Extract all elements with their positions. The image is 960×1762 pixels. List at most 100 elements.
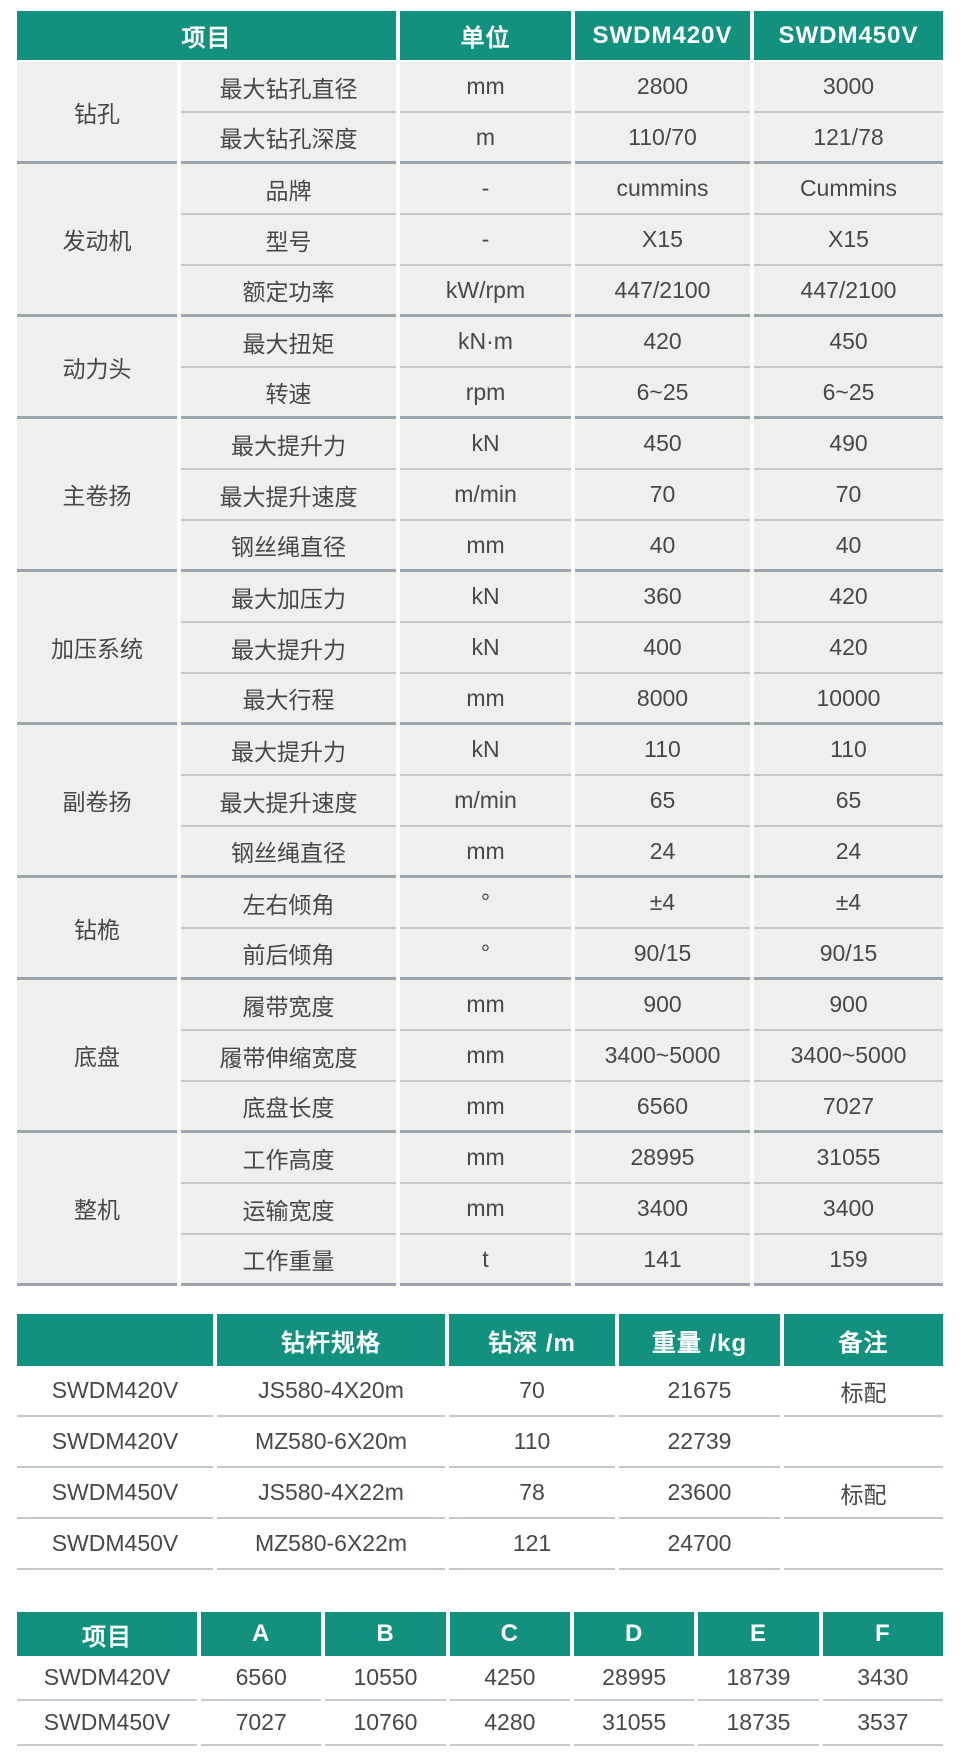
- spec-cell-value-450v: ±4: [754, 878, 943, 929]
- rod-attachment-table: 钻杆规格 钻深 /m 重量 /kg 备注 SWDM420V JS580-4X20m 70 21…: [17, 1314, 943, 1570]
- dim-cell-f: 3430: [822, 1656, 943, 1701]
- spec-cell-value-450v: X15: [754, 215, 943, 266]
- spec-cell-unit: mm: [400, 1184, 571, 1235]
- spec-cell-value-450v: Cummins: [754, 164, 943, 215]
- rod-cell-depth: 110: [449, 1417, 615, 1468]
- spec-cell-value-450v: 10000: [754, 674, 943, 725]
- dim-cell-a: 6560: [201, 1656, 322, 1701]
- dimensions-table: 项目 A B C D E F SWDM420V 6560 10550 4250 28995 18739 3…: [17, 1612, 943, 1746]
- spec-cell-value-420v: 28995: [575, 1133, 750, 1184]
- spec-cell-item: 最大扭矩: [181, 317, 396, 368]
- spec-cell-unit: mm: [400, 1133, 571, 1184]
- spec-cell-value-450v: 490: [754, 419, 943, 470]
- rod-cell-model: SWDM450V: [17, 1468, 213, 1519]
- spec-cell-value-450v: 3400: [754, 1184, 943, 1235]
- spec-cell-value-450v: 420: [754, 623, 943, 674]
- dim-header-d: D: [574, 1612, 695, 1656]
- rod-cell-model: SWDM420V: [17, 1366, 213, 1417]
- spec-cell-value-420v: 2800: [575, 62, 750, 113]
- spec-cell-item: 左右倾角: [181, 878, 396, 929]
- rod-cell-spec: MZ580-6X20m: [217, 1417, 445, 1468]
- rod-cell-model: SWDM420V: [17, 1417, 213, 1468]
- spec-cell-unit: mm: [400, 1031, 571, 1082]
- dim-cell-e: 18735: [698, 1701, 819, 1746]
- spec-cell-value-420v: 3400~5000: [575, 1031, 750, 1082]
- spec-cell-item: 底盘长度: [181, 1082, 396, 1133]
- dim-cell-d: 31055: [574, 1701, 695, 1746]
- spec-cell-value-420v: 6560: [575, 1082, 750, 1133]
- rod-header-spec: 钻杆规格: [217, 1314, 445, 1366]
- spec-group-label: 发动机: [17, 164, 177, 317]
- spec-cell-unit: m/min: [400, 776, 571, 827]
- rod-cell-depth: 70: [449, 1366, 615, 1417]
- spec-cell-value-420v: X15: [575, 215, 750, 266]
- spec-cell-item: 最大行程: [181, 674, 396, 725]
- spec-cell-item: 工作高度: [181, 1133, 396, 1184]
- dim-cell-model: SWDM450V: [17, 1701, 197, 1746]
- rod-cell-remark: 标配: [784, 1366, 943, 1417]
- spec-cell-value-420v: 900: [575, 980, 750, 1031]
- dim-cell-b: 10760: [325, 1701, 446, 1746]
- spec-cell-unit: mm: [400, 62, 571, 113]
- spec-cell-item: 最大提升速度: [181, 470, 396, 521]
- spec-group-label: 底盘: [17, 980, 177, 1133]
- spec-cell-item: 最大加压力: [181, 572, 396, 623]
- spec-cell-unit: °: [400, 929, 571, 980]
- spec-cell-value-450v: 90/15: [754, 929, 943, 980]
- rod-header-remark: 备注: [784, 1314, 943, 1366]
- spec-cell-value-450v: 70: [754, 470, 943, 521]
- spec-cell-value-450v: 110: [754, 725, 943, 776]
- spec-cell-value-450v: 65: [754, 776, 943, 827]
- dim-cell-e: 18739: [698, 1656, 819, 1701]
- spec-cell-value-450v: 447/2100: [754, 266, 943, 317]
- spec-cell-item: 最大提升速度: [181, 776, 396, 827]
- spec-cell-value-450v: 40: [754, 521, 943, 572]
- spec-cell-value-420v: 3400: [575, 1184, 750, 1235]
- spec-table: 项目 单位 SWDM420V SWDM450V 钻孔 最大钻孔直径 mm 2800 3000 最大…: [17, 11, 943, 1286]
- spec-cell-unit: kW/rpm: [400, 266, 571, 317]
- spec-cell-value-420v: 110/70: [575, 113, 750, 164]
- spec-cell-value-450v: 900: [754, 980, 943, 1031]
- dim-header-b: B: [325, 1612, 446, 1656]
- rod-cell-spec: JS580-4X22m: [217, 1468, 445, 1519]
- spec-cell-unit: kN: [400, 419, 571, 470]
- dim-cell-b: 10550: [325, 1656, 446, 1701]
- spec-cell-value-420v: 141: [575, 1235, 750, 1286]
- dim-cell-model: SWDM420V: [17, 1656, 197, 1701]
- spec-cell-item: 钢丝绳直径: [181, 827, 396, 878]
- spec-cell-unit: mm: [400, 980, 571, 1031]
- spec-cell-item: 工作重量: [181, 1235, 396, 1286]
- spec-cell-item: 履带伸缩宽度: [181, 1031, 396, 1082]
- rod-cell-weight: 23600: [619, 1468, 780, 1519]
- rod-cell-weight: 24700: [619, 1519, 780, 1570]
- rod-cell-spec: MZ580-6X22m: [217, 1519, 445, 1570]
- spec-cell-value-420v: 110: [575, 725, 750, 776]
- rod-header-weight: 重量 /kg: [619, 1314, 780, 1366]
- rod-header-blank: [17, 1314, 213, 1366]
- spec-cell-value-420v: 360: [575, 572, 750, 623]
- spec-cell-item: 额定功率: [181, 266, 396, 317]
- rod-cell-model: SWDM450V: [17, 1519, 213, 1570]
- spec-cell-unit: kN: [400, 725, 571, 776]
- spec-group-label: 整机: [17, 1133, 177, 1286]
- spec-cell-value-420v: 447/2100: [575, 266, 750, 317]
- spec-cell-item: 运输宽度: [181, 1184, 396, 1235]
- spec-cell-unit: kN: [400, 623, 571, 674]
- spec-cell-value-450v: 121/78: [754, 113, 943, 164]
- spec-cell-value-420v: 6~25: [575, 368, 750, 419]
- spec-header-item: 项目: [17, 11, 396, 62]
- spec-cell-unit: -: [400, 215, 571, 266]
- spec-cell-value-420v: 40: [575, 521, 750, 572]
- rod-cell-remark: 标配: [784, 1468, 943, 1519]
- spec-cell-item: 最大钻孔深度: [181, 113, 396, 164]
- spec-cell-value-450v: 450: [754, 317, 943, 368]
- dim-header-f: F: [822, 1612, 943, 1656]
- dim-cell-f: 3537: [822, 1701, 943, 1746]
- spec-cell-unit: kN: [400, 572, 571, 623]
- rod-cell-depth: 121: [449, 1519, 615, 1570]
- dim-header-item: 项目: [17, 1612, 197, 1656]
- spec-cell-value-450v: 3000: [754, 62, 943, 113]
- spec-cell-value-420v: 450: [575, 419, 750, 470]
- dim-header-c: C: [449, 1612, 570, 1656]
